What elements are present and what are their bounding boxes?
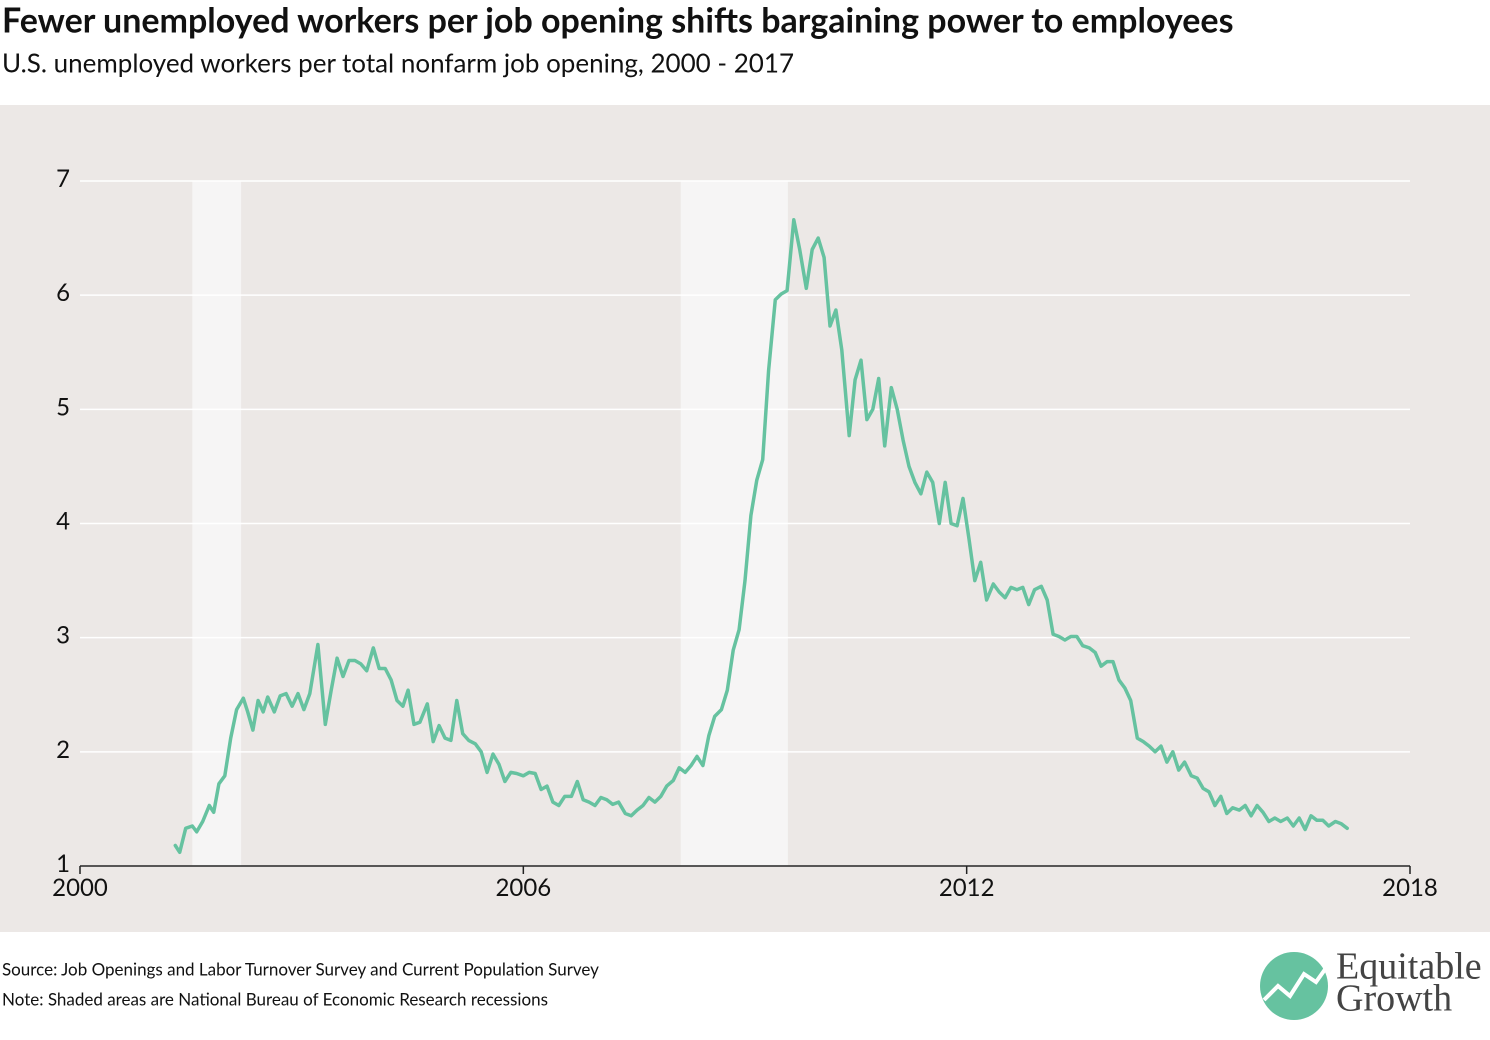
y-tick-label: 7 [56, 164, 70, 193]
footnote: Note: Shaded areas are National Bureau o… [2, 988, 548, 1009]
x-tick-label: 2000 [52, 873, 108, 902]
y-tick-label: 4 [56, 507, 70, 536]
x-tick-label: 2012 [939, 873, 995, 902]
brand-text: Growth [1336, 978, 1452, 1020]
chart-subtitle: U.S. unemployed workers per total nonfar… [2, 47, 794, 79]
y-tick-label: 5 [56, 392, 70, 421]
brand-text: Equitable [1336, 946, 1482, 988]
logo: Equitable Growth [1260, 946, 1482, 1020]
y-tick-label: 1 [56, 849, 70, 878]
chart-title: Fewer unemployed workers per job opening… [2, 0, 1234, 41]
y-tick-label: 3 [56, 621, 70, 650]
source-note: Source: Job Openings and Labor Turnover … [2, 958, 599, 979]
x-tick-label: 2006 [495, 873, 551, 902]
y-tick-label: 6 [56, 278, 70, 307]
x-tick-label: 2018 [1382, 873, 1438, 902]
logo-line [1262, 966, 1328, 1002]
data-line [173, 218, 1349, 855]
y-tick-label: 2 [56, 735, 70, 764]
